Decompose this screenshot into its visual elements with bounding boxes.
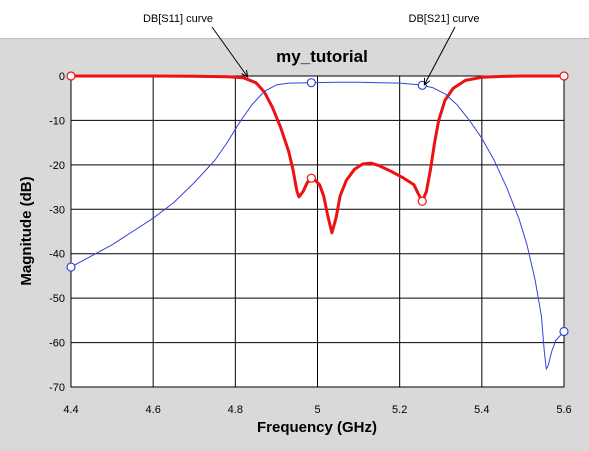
y-tick-label: -30 — [49, 204, 65, 216]
annotation-label: DB[S11] curve — [143, 13, 213, 25]
annotation-label: DB[S21] curve — [409, 13, 480, 25]
x-tick-label: 5 — [314, 404, 320, 416]
y-tick-label: -60 — [49, 338, 65, 350]
y-tick-label: -50 — [49, 293, 65, 305]
x-tick-label: 5.2 — [392, 404, 407, 416]
x-tick-label: 5.6 — [556, 404, 571, 416]
x-tick-label: 5.4 — [474, 404, 489, 416]
grid — [71, 76, 564, 387]
series-marker — [306, 78, 316, 88]
annotations: DB[S11] curve DB[S21] curve — [143, 13, 480, 86]
series-line-db-s21 — [70, 81, 565, 370]
series-marker — [306, 173, 316, 183]
y-axis-label: Magnitude (dB) — [18, 176, 35, 285]
y-tick-label: -10 — [49, 115, 65, 127]
x-axis-label: Frequency (GHz) — [257, 419, 377, 436]
y-tick-label: -40 — [49, 249, 65, 261]
x-tick-label: 4.4 — [63, 404, 78, 416]
annotation-leader-line — [211, 26, 249, 78]
x-tick-labels: 4.4 4.6 4.8 5 5.2 5.4 5.6 — [63, 404, 571, 416]
series-marker — [66, 262, 76, 272]
x-tick-label: 4.6 — [146, 404, 161, 416]
series-marker — [66, 71, 76, 81]
series-markers — [66, 71, 569, 337]
series-line-db-s11 — [71, 74, 564, 235]
x-tick-label: 4.8 — [228, 404, 243, 416]
series-lines — [70, 74, 565, 370]
annotation-arrowhead — [241, 69, 249, 78]
chart-title: my_tutorial — [276, 47, 368, 66]
y-tick-label: 0 — [59, 71, 65, 83]
series-marker — [417, 196, 427, 206]
annotation-leader-line — [423, 26, 456, 86]
y-tick-labels: 0 -10 -20 -30 -40 -50 -60 -70 — [49, 71, 65, 394]
y-tick-label: -20 — [49, 160, 65, 172]
series-marker — [559, 71, 569, 81]
y-tick-label: -70 — [49, 382, 65, 394]
series-marker — [559, 326, 569, 337]
annotation-arrowhead — [423, 77, 431, 86]
